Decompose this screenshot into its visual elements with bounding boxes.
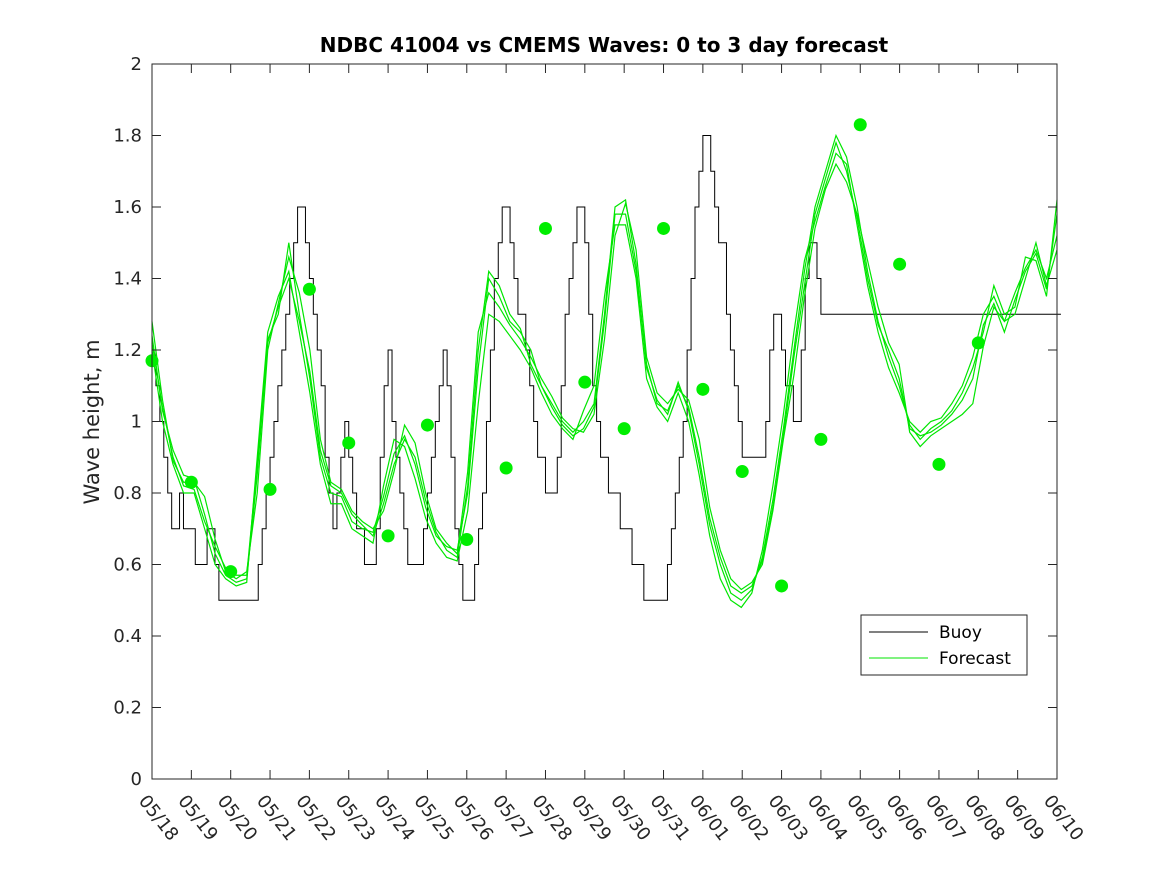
forecast-marker (302, 282, 316, 296)
forecast-marker (381, 529, 395, 543)
y-tick-label: 0.6 (113, 555, 142, 576)
y-tick-label: 0.2 (113, 698, 142, 719)
forecast-marker (657, 221, 671, 235)
legend: Buoy Forecast (860, 614, 1028, 676)
forecast-marker (578, 375, 592, 389)
forecast-member-line (151, 140, 1058, 594)
y-tick-label: 0 (131, 769, 142, 790)
y-tick-label: 2 (131, 54, 142, 75)
forecast-marker (499, 461, 513, 475)
forecast-marker (263, 482, 277, 496)
forecast-marker (893, 257, 907, 271)
chart-title: NDBC 41004 vs CMEMS Waves: 0 to 3 day fo… (320, 33, 889, 57)
forecast-marker (342, 436, 356, 450)
y-tick-label: 1 (131, 412, 142, 433)
y-tick-label: 1.8 (113, 126, 142, 147)
tick-layer (151, 63, 1058, 780)
forecast-marker (460, 532, 474, 546)
forecast-marker (538, 221, 552, 235)
y-tick-label: 1.6 (113, 197, 142, 218)
legend-label-buoy: Buoy (939, 623, 982, 643)
forecast-marker (814, 432, 828, 446)
forecast-marker (224, 565, 238, 579)
buoy-series-line (152, 135, 1061, 601)
y-tick-label: 1.4 (113, 269, 142, 290)
y-tick-label: 0.8 (113, 483, 142, 504)
y-tick-label: 1.2 (113, 340, 142, 361)
forecast-marker (932, 457, 946, 471)
legend-box (860, 614, 1028, 676)
forecast-marker (420, 418, 434, 432)
legend-label-forecast: Forecast (939, 649, 1011, 669)
y-tick-label: 0.4 (113, 626, 142, 647)
forecast-marker (184, 475, 198, 489)
forecast-marker (696, 382, 710, 396)
y-tick-labels: 0 0.2 0.4 0.6 0.8 1 1.2 1.4 1.6 1.8 2 (113, 54, 142, 790)
forecast-marker (775, 579, 789, 593)
forecast-marker (971, 336, 985, 350)
y-axis-label: Wave height, m (80, 339, 104, 504)
forecast-marker (617, 422, 631, 436)
series-layer (151, 133, 1061, 609)
forecast-marker (853, 118, 867, 132)
forecast-marker (735, 465, 749, 479)
